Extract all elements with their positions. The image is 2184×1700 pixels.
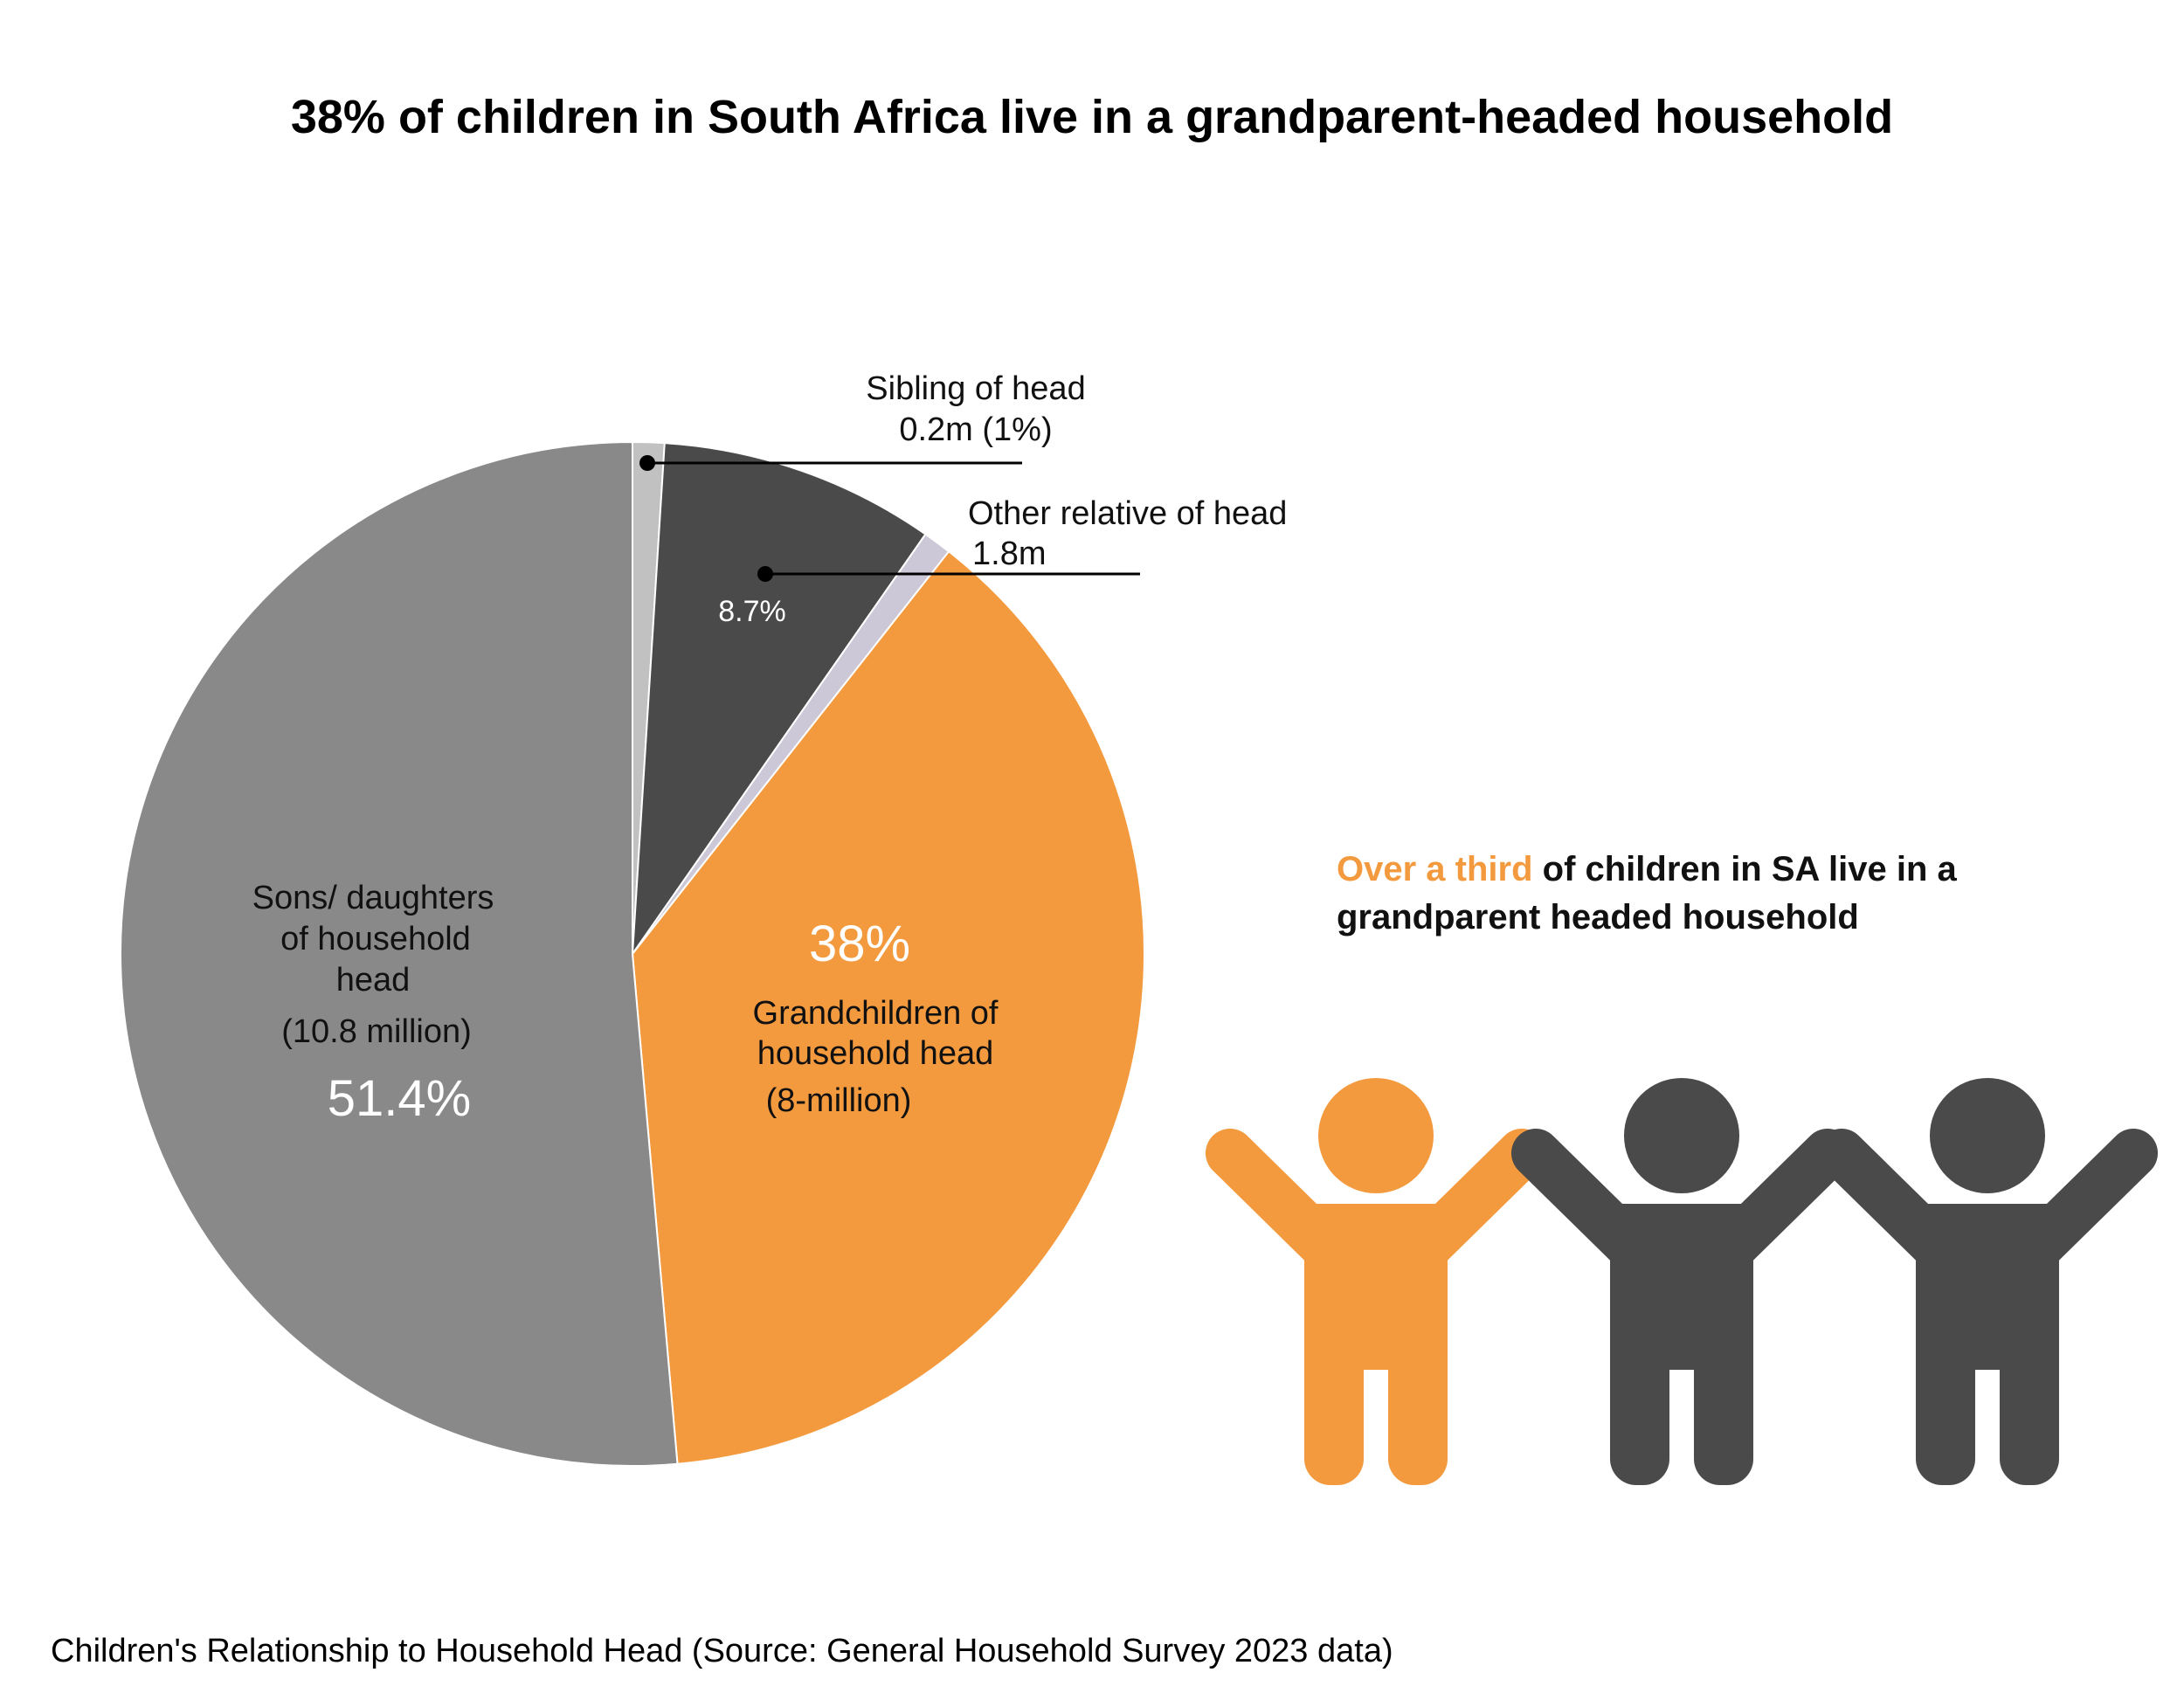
- label-sons-line1: Sons/ daughters: [252, 880, 494, 916]
- callout-rest: of children in SA live in a: [1533, 850, 1958, 888]
- label-grandchildren-line2: household head: [757, 1035, 993, 1072]
- callout-line2: grandparent headed household: [1337, 898, 1859, 936]
- label-grandchildren-line3: (8-million): [766, 1082, 912, 1119]
- chart-title: 38% of children in South Africa live in …: [291, 91, 1893, 143]
- leader-other-relative: [757, 566, 1140, 582]
- label-other-relative-value: 1.8m: [972, 536, 1046, 572]
- chart-caption: Children's Relationship to Household Hea…: [51, 1633, 1393, 1669]
- label-grandchildren-line1: Grandchildren of: [753, 995, 999, 1032]
- callout-line1: Over a third of children in SA live in a: [1337, 850, 1958, 888]
- label-sons-pct: 51.4%: [328, 1070, 471, 1127]
- label-sons-line4: (10.8 million): [281, 1013, 472, 1050]
- label-grandchildren-pct: 38%: [809, 916, 910, 972]
- child-dark-icon: [1817, 1078, 2158, 1485]
- pie-chart: [119, 440, 1145, 1467]
- label-sibling-name: Sibling of head: [866, 370, 1085, 407]
- slice-sons-daughters: [119, 440, 679, 1467]
- leader-sibling: [639, 455, 1022, 471]
- callout-highlight: Over a third: [1337, 850, 1533, 888]
- child-orange-icon: [1206, 1078, 1546, 1485]
- child-dark-icon: [1511, 1078, 1852, 1485]
- slice-grandchildren: [631, 549, 1145, 1465]
- slice-other-relative: [631, 442, 927, 957]
- label-sibling-value: 0.2m (1%): [899, 411, 1052, 448]
- label-other-relative-pct: 8.7%: [718, 595, 786, 628]
- label-other-relative-name: Other relative of head: [968, 495, 1287, 532]
- label-sons-line2: of household: [280, 921, 471, 957]
- label-sons-line3: head: [336, 962, 411, 999]
